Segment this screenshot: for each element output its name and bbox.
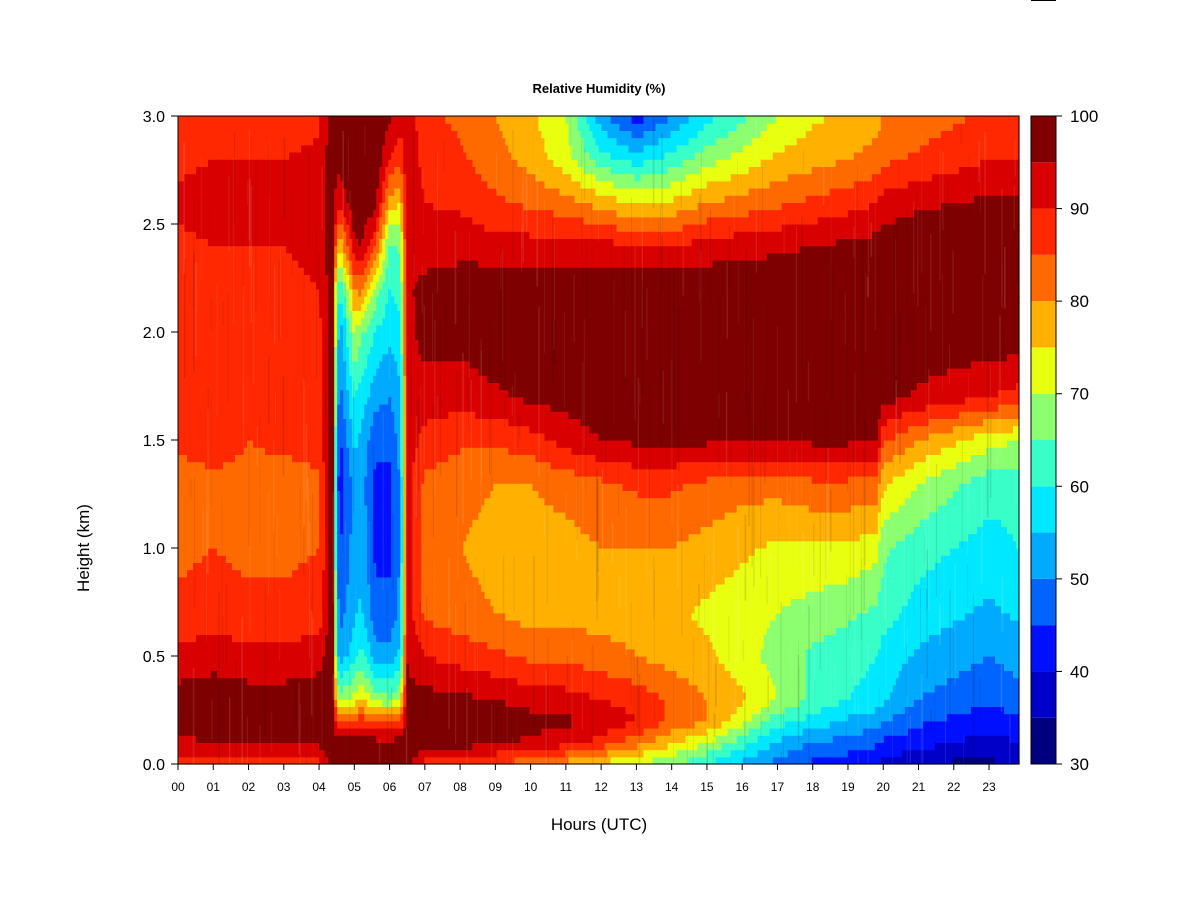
chart-title: Relative Humidity (%) (533, 81, 666, 96)
